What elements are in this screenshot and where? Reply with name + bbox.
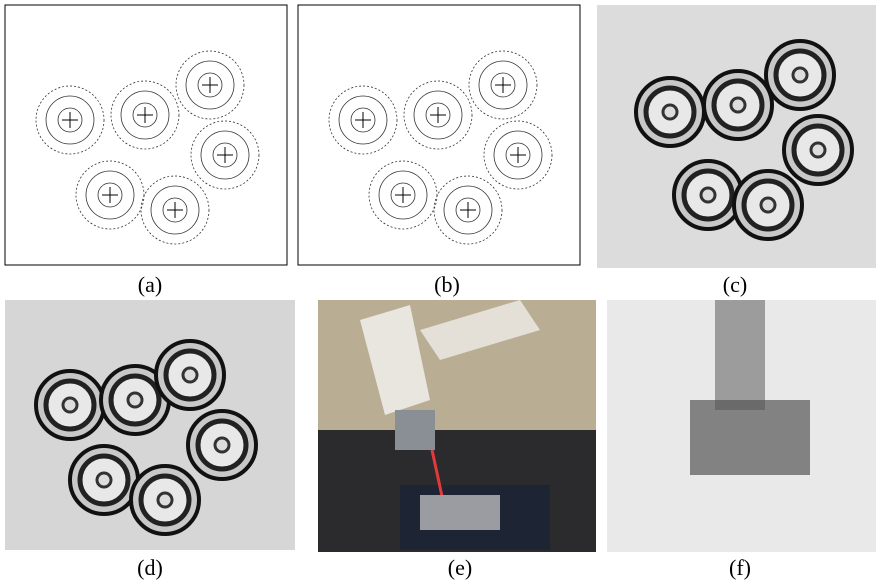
gear — [215, 438, 229, 452]
figure: (a) (b) (c) (d) (e) (f) — [0, 0, 878, 583]
parts — [420, 495, 500, 530]
panel-b — [298, 5, 580, 265]
gear — [761, 198, 775, 212]
gear — [793, 68, 807, 82]
page: (a) (b) (c) (d) (e) (f) (() => { const d… — [0, 0, 878, 583]
gear — [63, 398, 77, 412]
gear — [811, 143, 825, 157]
panel-label: (a) — [138, 272, 162, 297]
panel-label: (f) — [729, 555, 751, 580]
panel-label: (b) — [434, 272, 460, 297]
panel-a — [5, 5, 287, 265]
panel-label: (d) — [137, 555, 163, 580]
gear — [158, 493, 172, 507]
gear — [183, 368, 197, 382]
gripper — [395, 410, 435, 450]
parts — [690, 400, 810, 475]
gear — [128, 393, 142, 407]
panel-label: (c) — [723, 272, 747, 297]
gripper — [715, 300, 765, 410]
gear — [731, 98, 745, 112]
gear — [701, 188, 715, 202]
panel-f — [607, 300, 876, 552]
gear — [663, 105, 677, 119]
panel-e — [318, 300, 596, 552]
gear — [97, 473, 111, 487]
panel-label: (e) — [448, 555, 472, 580]
